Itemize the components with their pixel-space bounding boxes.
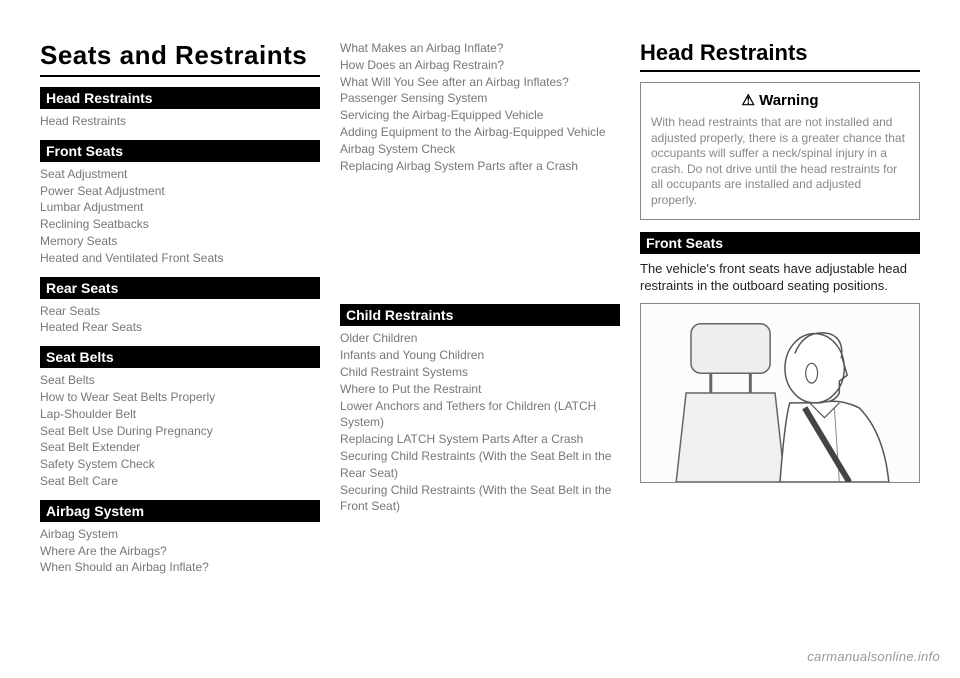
toc-item: Lumbar Adjustment xyxy=(40,199,320,216)
head-restraint-illustration xyxy=(640,303,920,483)
toc-item: Infants and Young Children xyxy=(340,347,620,364)
toc-item: Power Seat Adjustment xyxy=(40,183,320,200)
toc-item: Older Children xyxy=(340,330,620,347)
warning-box: ⚠ Warning With head restraints that are … xyxy=(640,82,920,220)
toc-section-rear-seats: Rear Seats xyxy=(40,277,320,299)
toc-item: What Will You See after an Airbag Inflat… xyxy=(340,74,620,91)
toc-item: How to Wear Seat Belts Properly xyxy=(40,389,320,406)
sub-heading-front-seats: Front Seats xyxy=(640,232,920,254)
toc-item: Adding Equipment to the Airbag-Equipped … xyxy=(340,124,620,141)
toc-column-1: Seats and Restraints Head Restraints Hea… xyxy=(40,40,320,658)
toc-item: Memory Seats xyxy=(40,233,320,250)
toc-section-airbag-system: Airbag System xyxy=(40,500,320,522)
toc-column-2: What Makes an Airbag Inflate? How Does a… xyxy=(340,40,620,658)
toc-item: Safety System Check xyxy=(40,456,320,473)
toc-item: Rear Seats xyxy=(40,303,320,320)
toc-item: Seat Belt Extender xyxy=(40,439,320,456)
toc-item: Heated and Ventilated Front Seats xyxy=(40,250,320,267)
toc-item: Servicing the Airbag-Equipped Vehicle xyxy=(340,107,620,124)
toc-item: How Does an Airbag Restrain? xyxy=(340,57,620,74)
toc-item: Replacing LATCH System Parts After a Cra… xyxy=(340,431,620,448)
toc-item: When Should an Airbag Inflate? xyxy=(40,559,320,576)
toc-item: Airbag System Check xyxy=(340,141,620,158)
toc-item: Head Restraints xyxy=(40,113,320,130)
body-paragraph: The vehicle's front seats have adjustabl… xyxy=(640,260,920,295)
toc-item: Passenger Sensing System xyxy=(340,90,620,107)
toc-item: Replacing Airbag System Parts after a Cr… xyxy=(340,158,620,175)
toc-item: Reclining Seatbacks xyxy=(40,216,320,233)
toc-item: Where Are the Airbags? xyxy=(40,543,320,560)
warning-title: ⚠ Warning xyxy=(651,91,909,109)
toc-item: Securing Child Restraints (With the Seat… xyxy=(340,482,620,516)
toc-item: Lap-Shoulder Belt xyxy=(40,406,320,423)
toc-item: Securing Child Restraints (With the Seat… xyxy=(340,448,620,482)
watermark: carmanualsonline.info xyxy=(807,649,940,664)
toc-item: What Makes an Airbag Inflate? xyxy=(340,40,620,57)
section-heading: Head Restraints xyxy=(640,40,920,72)
toc-item: Where to Put the Restraint xyxy=(340,381,620,398)
toc-section-child-restraints: Child Restraints xyxy=(340,304,620,326)
chapter-title: Seats and Restraints xyxy=(40,40,320,77)
toc-item: Airbag System xyxy=(40,526,320,543)
toc-item: Seat Belt Care xyxy=(40,473,320,490)
content-column-3: Head Restraints ⚠ Warning With head rest… xyxy=(640,40,920,658)
toc-item: Heated Rear Seats xyxy=(40,319,320,336)
toc-item: Seat Belt Use During Pregnancy xyxy=(40,423,320,440)
warning-text: With head restraints that are not instal… xyxy=(651,115,909,209)
toc-section-seat-belts: Seat Belts xyxy=(40,346,320,368)
toc-section-front-seats: Front Seats xyxy=(40,140,320,162)
warning-label: Warning xyxy=(759,92,818,109)
toc-item: Child Restraint Systems xyxy=(340,364,620,381)
warning-icon: ⚠ xyxy=(741,92,754,109)
toc-item: Seat Adjustment xyxy=(40,166,320,183)
toc-item: Lower Anchors and Tethers for Children (… xyxy=(340,398,620,432)
toc-item: Seat Belts xyxy=(40,372,320,389)
toc-section-head-restraints: Head Restraints xyxy=(40,87,320,109)
